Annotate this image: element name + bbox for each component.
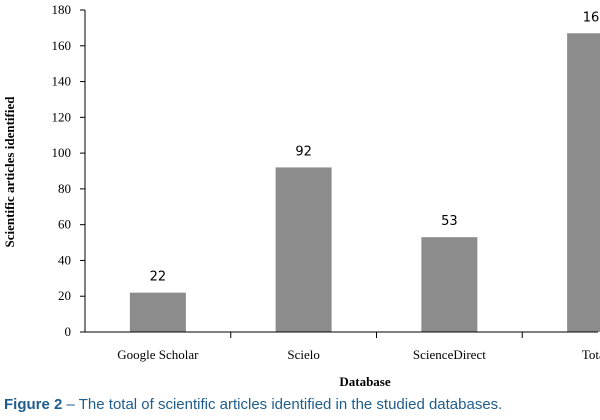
y-tick-label: 40: [58, 252, 71, 267]
y-tick-label: 120: [52, 109, 72, 124]
figure-label: Figure 2: [4, 396, 63, 413]
y-axis-title: Scientific articles identified: [2, 96, 17, 248]
bar: [129, 292, 186, 332]
bar: [567, 33, 600, 332]
x-axis-ticks: Google Scholar Scielo ScienceDirect Total: [117, 332, 600, 362]
y-tick-label: 100: [52, 145, 72, 160]
figure-caption: Figure 2 – The total of scientific artic…: [4, 396, 502, 413]
y-tick-label: 20: [58, 288, 71, 303]
x-tick-label: Total: [582, 347, 600, 362]
x-tick-label: ScienceDirect: [413, 347, 486, 362]
y-tick-label: 160: [52, 38, 72, 53]
bars: [129, 33, 600, 332]
x-tick-label: Scielo: [287, 347, 320, 362]
y-tick-label: 80: [58, 181, 71, 196]
bar-value-label: 167: [583, 10, 600, 25]
y-axis-ticks: 0 20 40 60 80 100 120 140 160 180: [52, 2, 85, 339]
y-tick-label: 180: [52, 2, 72, 17]
bar-value-label: 92: [295, 144, 312, 159]
x-tick-label: Google Scholar: [117, 347, 199, 362]
bar: [421, 237, 478, 332]
bar-value-label: 22: [150, 270, 167, 285]
y-tick-label: 140: [52, 74, 72, 89]
bar: [275, 167, 332, 332]
bar-value-label: 53: [441, 214, 458, 229]
bar-chart: 0 20 40 60 80 100 120 140 160 180 22 92 53 167 Googl…: [2, 2, 600, 389]
figure-caption-text: – The total of scientific articles ident…: [62, 396, 503, 413]
x-axis-title: Database: [339, 374, 391, 389]
data-labels: 22 92 53 167: [150, 10, 600, 284]
y-tick-label: 0: [65, 324, 72, 339]
y-tick-label: 60: [58, 217, 71, 232]
